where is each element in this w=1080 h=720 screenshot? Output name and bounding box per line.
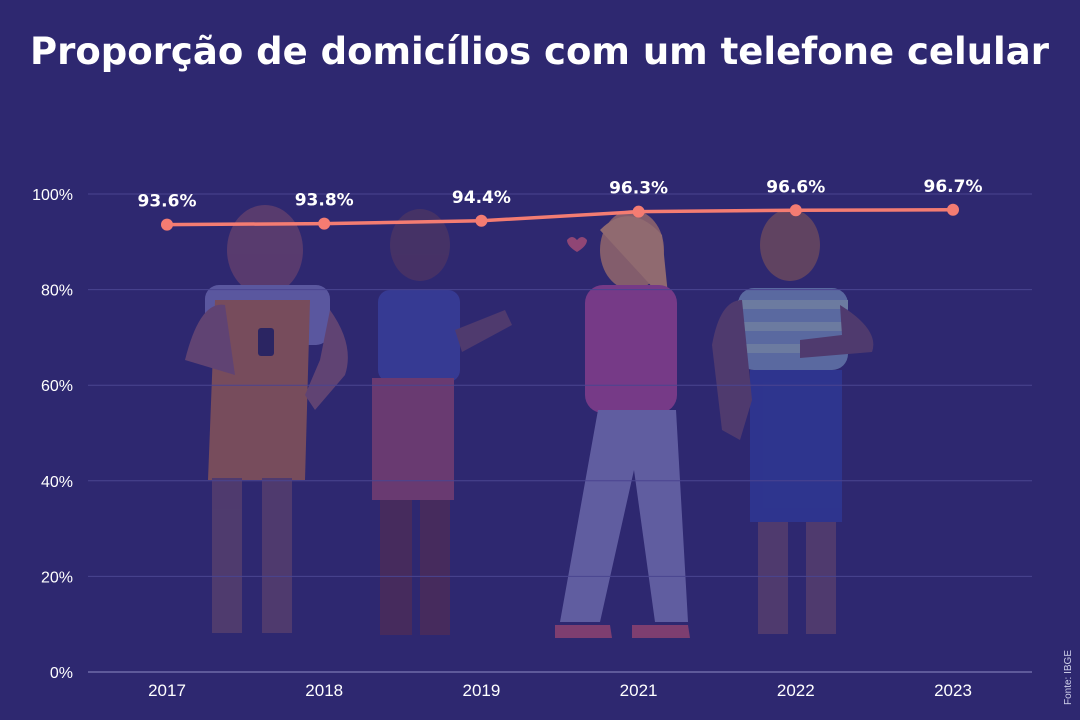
data-labels: 93.6% 93.8% 94.4% 96.3% 96.6% 96.7%	[138, 177, 983, 212]
data-label: 96.7%	[924, 177, 983, 197]
person-2-figure	[372, 209, 512, 635]
x-tick-label: 2017	[148, 681, 186, 700]
data-label: 96.3%	[609, 179, 668, 199]
person-1-figure	[185, 205, 348, 633]
x-tick-label: 2022	[777, 681, 815, 700]
x-tick-label: 2019	[462, 681, 500, 700]
person-4-figure	[712, 209, 874, 634]
x-axis-tick-labels: 2017 2018 2019 2021 2022 2023	[148, 681, 972, 700]
data-point	[161, 218, 173, 231]
data-label: 94.4%	[452, 188, 511, 208]
people-illustration	[185, 205, 874, 638]
y-tick-label: 40%	[41, 474, 73, 491]
data-point	[947, 203, 959, 216]
data-point	[475, 214, 488, 227]
y-tick-label: 20%	[41, 569, 73, 586]
y-tick-label: 80%	[41, 283, 73, 300]
data-label: 93.6%	[138, 192, 197, 212]
series-line	[166, 208, 954, 227]
series-points	[161, 203, 959, 231]
x-tick-label: 2018	[305, 681, 343, 700]
series-path	[166, 208, 954, 227]
x-tick-label: 2021	[620, 681, 658, 700]
chart-title: Proporção de domicílios com um telefone …	[30, 30, 1049, 73]
y-tick-label: 100%	[32, 187, 73, 204]
y-tick-label: 0%	[50, 665, 73, 682]
y-tick-label: 60%	[41, 378, 73, 395]
data-point	[632, 205, 645, 218]
gridlines	[88, 193, 1032, 673]
data-label: 93.8%	[295, 191, 354, 211]
data-label: 96.6%	[766, 177, 825, 197]
data-point	[318, 217, 331, 230]
x-tick-label: 2023	[934, 681, 972, 700]
y-axis-tick-labels: 0% 20% 40% 60% 80% 100%	[32, 187, 73, 682]
data-point	[789, 204, 802, 217]
source-note: Fonte: IBGE	[1063, 650, 1074, 706]
person-3-figure	[555, 210, 690, 638]
